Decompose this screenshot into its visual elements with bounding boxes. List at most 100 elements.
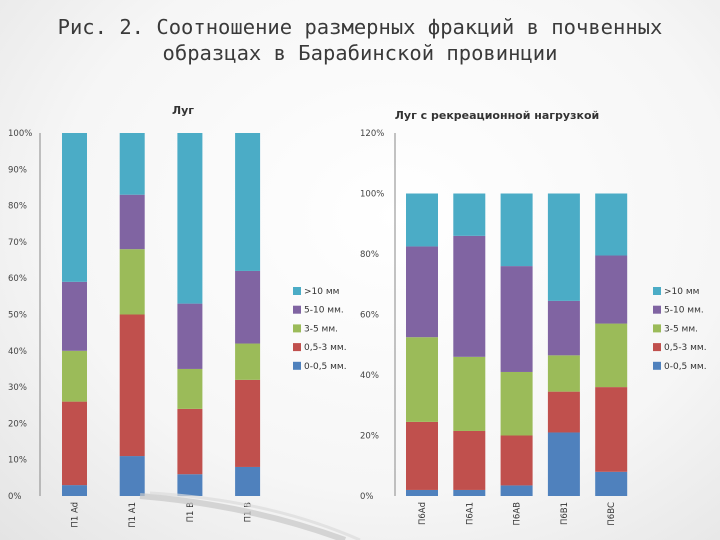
- bar-segment: [62, 350, 87, 402]
- y-tick-label: 50%: [8, 311, 27, 321]
- y-tick-label: 80%: [360, 250, 379, 260]
- chart-title: Луг с рекреационной нагрузкой: [395, 109, 599, 122]
- legend-swatch: [653, 343, 661, 352]
- bar-segment: [500, 266, 533, 372]
- y-tick-label: 60%: [360, 311, 379, 321]
- legend-label: 3-5 мм.: [304, 324, 338, 334]
- y-tick-label: 120%: [360, 129, 384, 139]
- y-tick-label: 60%: [8, 274, 27, 284]
- legend-label: 0-0,5 мм.: [304, 362, 347, 372]
- bar-segment: [406, 246, 438, 338]
- bar-segment: [62, 281, 87, 351]
- bar-segment: [177, 303, 203, 369]
- bar-segment: [595, 323, 628, 388]
- x-category-label: П6ВС: [607, 502, 617, 526]
- x-category-label: П6А1: [465, 502, 475, 525]
- bar-segment: [62, 485, 87, 496]
- bar-segment: [547, 193, 580, 301]
- legend-swatch: [293, 324, 301, 333]
- bar-segment: [235, 270, 261, 344]
- y-tick-label: 70%: [8, 238, 27, 248]
- bar-segment: [500, 371, 533, 436]
- legend-label: 5-10 мм.: [304, 306, 344, 316]
- bar-segment: [235, 466, 261, 496]
- bar-segment: [547, 300, 580, 356]
- bar-segment: [119, 456, 145, 496]
- y-tick-label: 40%: [8, 347, 27, 357]
- bar-segment: [453, 489, 486, 496]
- legend-label: >10 мм: [664, 287, 699, 297]
- bar-segment: [177, 368, 203, 409]
- bar-segment: [406, 193, 438, 247]
- bar-segment: [119, 249, 145, 315]
- bar-segment: [235, 343, 261, 380]
- bar-segment: [500, 193, 533, 267]
- bar-segment: [595, 255, 628, 324]
- bar-segment: [177, 474, 203, 496]
- bar-segment: [453, 193, 486, 236]
- bar-segment: [119, 133, 145, 195]
- legend-swatch: [653, 361, 661, 370]
- legend-swatch: [293, 287, 301, 295]
- x-category-label: П1 Ad: [71, 502, 81, 528]
- legend-label: >10 мм: [304, 287, 339, 297]
- y-tick-label: 100%: [8, 129, 32, 139]
- y-tick-label: 20%: [360, 432, 379, 442]
- y-tick-label: 80%: [8, 202, 27, 212]
- bar-segment: [595, 193, 628, 256]
- bar-segment: [500, 485, 533, 496]
- y-tick-label: 40%: [360, 371, 379, 381]
- bar-segment: [500, 435, 533, 486]
- y-tick-label: 20%: [8, 419, 27, 429]
- y-tick-label: 0%: [360, 492, 374, 502]
- slide-title-line-2: образцах в Барабинской провинции: [162, 41, 558, 65]
- legend-label: 0,5-3 мм.: [664, 343, 707, 353]
- x-category-label: П6В1: [560, 502, 570, 525]
- legend-swatch: [293, 343, 301, 352]
- bar-segment: [595, 471, 628, 496]
- y-tick-label: 30%: [8, 383, 27, 393]
- bar-segment: [119, 194, 145, 250]
- bar-segment: [235, 379, 261, 467]
- legend-swatch: [653, 324, 661, 333]
- slide-title: Рис. 2. Соотношение размерных фракций в …: [0, 14, 720, 66]
- legend-swatch: [293, 361, 301, 370]
- y-tick-label: 0%: [8, 492, 22, 502]
- bar-segment: [453, 356, 486, 431]
- legend-label: 5-10 мм.: [664, 306, 704, 316]
- bar-segment: [453, 235, 486, 357]
- decorative-swoosh: [139, 493, 347, 540]
- x-category-label: П1 В: [186, 502, 196, 523]
- bar-segment: [235, 133, 261, 271]
- legend-swatch: [653, 287, 661, 295]
- x-category-label: П6Аd: [418, 502, 428, 525]
- decorative-swoosh: [149, 491, 361, 540]
- bar-segment: [453, 430, 486, 490]
- y-tick-label: 100%: [360, 190, 384, 200]
- y-tick-label: 10%: [8, 456, 27, 466]
- bar-segment: [406, 489, 438, 496]
- bar-segment: [406, 337, 438, 422]
- x-category-label: П6АВ: [513, 502, 523, 526]
- legend-swatch: [653, 305, 661, 314]
- legend-label: 0,5-3 мм.: [304, 343, 347, 353]
- bar-segment: [595, 387, 628, 472]
- bar-segment: [177, 408, 203, 475]
- chart-title: Луг: [172, 104, 194, 117]
- bar-segment: [547, 391, 580, 433]
- bar-segment: [547, 432, 580, 496]
- y-tick-label: 90%: [8, 165, 27, 175]
- bar-segment: [547, 355, 580, 392]
- legend-label: 0-0,5 мм.: [664, 362, 707, 372]
- legend-swatch: [293, 305, 301, 314]
- bar-segment: [119, 314, 145, 457]
- bar-segment: [177, 133, 203, 304]
- bar-segment: [406, 421, 438, 490]
- slide-title-line-1: Рис. 2. Соотношение размерных фракций в …: [57, 15, 663, 39]
- legend-label: 3-5 мм.: [664, 324, 698, 334]
- x-category-label: П1 А1: [128, 502, 138, 528]
- bar-segment: [62, 401, 87, 486]
- bar-segment: [62, 133, 87, 282]
